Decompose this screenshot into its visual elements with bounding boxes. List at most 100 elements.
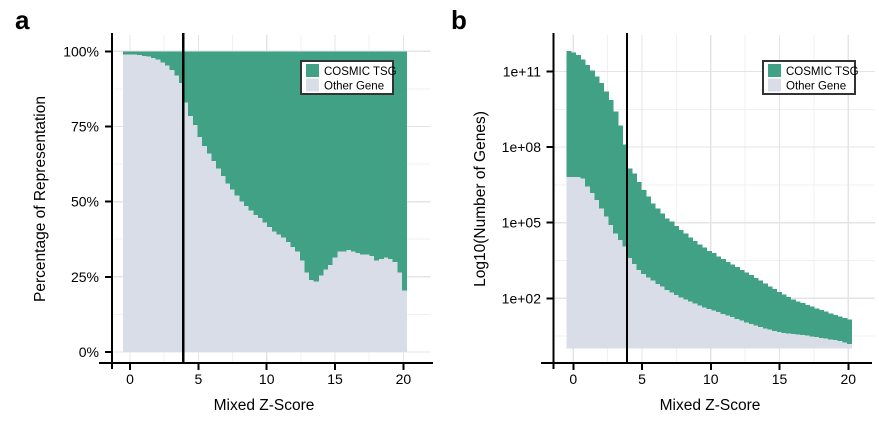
bar-cosmic-tsg [267, 51, 273, 228]
bar-other-gene [575, 176, 581, 349]
bar-other-gene [767, 329, 773, 349]
bar-other-gene [753, 325, 759, 349]
bar-other-gene [645, 277, 651, 349]
bar-cosmic-tsg [837, 316, 843, 342]
bar-cosmic-tsg [164, 51, 171, 66]
bar-cosmic-tsg [323, 51, 329, 270]
bar-other-gene [589, 193, 595, 349]
bar-other-gene [341, 251, 347, 352]
bar-other-gene [318, 275, 324, 352]
bar-other-gene [758, 327, 764, 349]
bar-cosmic-tsg [290, 51, 296, 247]
bar-cosmic-tsg [846, 319, 852, 345]
bar-cosmic-tsg [781, 294, 787, 334]
bar-other-gene [566, 176, 572, 349]
bar-cosmic-tsg [823, 311, 829, 339]
bar-cosmic-tsg [725, 261, 731, 316]
bar-cosmic-tsg [828, 313, 834, 340]
bar-other-gene [285, 242, 291, 352]
bar-other-gene [664, 289, 670, 349]
panel-a: COSMIC TSG Other Gene [99, 33, 433, 370]
bar-other-gene [781, 333, 787, 349]
bar-cosmic-tsg [748, 275, 754, 325]
bar-cosmic-tsg [706, 250, 712, 309]
bar-cosmic-tsg [678, 230, 684, 298]
x-axis-title: Mixed Z-Score [660, 397, 761, 414]
bar-other-gene [402, 290, 408, 352]
x-tick-label: 0 [569, 371, 577, 387]
bar-cosmic-tsg [397, 51, 403, 273]
bar-other-gene [202, 146, 208, 352]
bar-cosmic-tsg [234, 51, 240, 196]
bar-cosmic-tsg [659, 213, 665, 287]
bar-other-gene [809, 336, 815, 349]
bar-other-gene [332, 257, 338, 352]
bar-cosmic-tsg [188, 51, 194, 116]
bar-other-gene [281, 237, 287, 352]
bar-cosmic-tsg [206, 51, 212, 154]
bar-other-gene [842, 342, 848, 349]
bar-cosmic-tsg [192, 51, 198, 125]
bar-cosmic-tsg [575, 54, 581, 177]
x-tick-label: 20 [841, 371, 857, 387]
bar-cosmic-tsg [355, 51, 361, 253]
legend-label-cosmic-tsg: COSMIC TSG [786, 66, 859, 78]
bar-other-gene [257, 218, 263, 352]
bar-cosmic-tsg [132, 51, 138, 55]
bar-cosmic-tsg [580, 59, 586, 179]
series-other-gene [566, 176, 852, 349]
bar-other-gene [725, 315, 731, 349]
bar-other-gene [650, 280, 656, 349]
bar-other-gene [613, 233, 619, 349]
y-tick-label: 1e+02 [502, 290, 542, 306]
bar-other-gene [211, 161, 217, 352]
bar-other-gene [225, 183, 231, 352]
bar-cosmic-tsg [281, 51, 287, 238]
bar-other-gene [585, 186, 591, 349]
legend-swatch-cosmic-tsg [306, 64, 319, 77]
bar-other-gene [355, 252, 361, 352]
x-tick-label: 15 [327, 371, 343, 387]
bar-other-gene [617, 240, 623, 349]
panel-b: COSMIC TSG Other Gene [541, 33, 875, 370]
legend-label-other-gene: Other Gene [786, 81, 846, 93]
bar-other-gene [364, 254, 370, 352]
bar-cosmic-tsg [795, 301, 801, 335]
bar-other-gene [739, 320, 745, 349]
bar-cosmic-tsg [230, 51, 236, 190]
bar-cosmic-tsg [804, 304, 810, 336]
bar-cosmic-tsg [702, 247, 708, 308]
bar-cosmic-tsg [151, 51, 157, 58]
bar-cosmic-tsg [244, 51, 250, 207]
bar-other-gene [155, 59, 161, 352]
x-tick-label: 0 [126, 371, 134, 387]
bar-other-gene [374, 260, 380, 352]
bar-cosmic-tsg [842, 317, 848, 343]
bar-other-gene [216, 168, 222, 352]
bar-cosmic-tsg [309, 51, 315, 280]
bar-cosmic-tsg [739, 269, 745, 321]
bar-cosmic-tsg [758, 280, 764, 328]
bar-other-gene [230, 189, 236, 352]
bar-other-gene [697, 305, 703, 349]
bar-cosmic-tsg [716, 256, 722, 313]
bar-other-gene [350, 251, 356, 352]
bar-cosmic-tsg [313, 51, 319, 282]
bar-other-gene [748, 324, 754, 349]
bar-cosmic-tsg [753, 278, 759, 326]
bar-cosmic-tsg [127, 51, 133, 55]
bar-other-gene [323, 269, 329, 352]
bar-other-gene [267, 227, 273, 352]
legend-swatch-other-gene [768, 78, 781, 92]
bar-other-gene [141, 55, 147, 353]
bar-other-gene [730, 317, 736, 349]
bar-other-gene [123, 54, 129, 352]
bar-cosmic-tsg [369, 51, 375, 256]
bar-other-gene [378, 258, 384, 352]
bar-other-gene [397, 272, 403, 352]
bar-other-gene [594, 200, 600, 349]
bar-cosmic-tsg [730, 264, 736, 318]
bar-cosmic-tsg [253, 51, 259, 216]
bar-other-gene [178, 82, 184, 352]
x-tick-label: 5 [194, 371, 202, 387]
